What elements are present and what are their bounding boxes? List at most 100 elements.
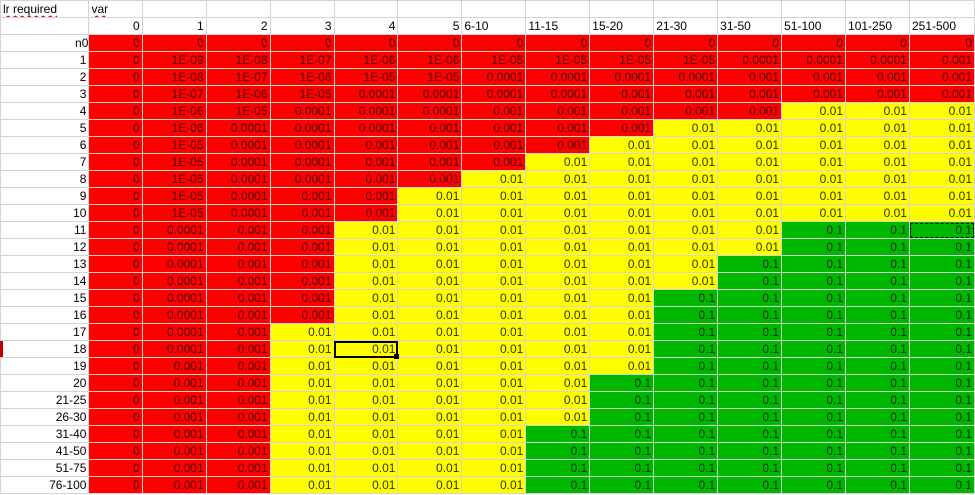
data-cell[interactable]: 0.001 (205, 459, 271, 477)
data-cell[interactable]: 0.0001 (653, 68, 719, 86)
data-cell[interactable]: 0.01 (589, 255, 655, 273)
data-cell[interactable]: 0.1 (717, 272, 783, 290)
data-cell[interactable]: 0.1 (908, 272, 975, 290)
data-cell[interactable]: 0.001 (908, 85, 975, 103)
data-cell[interactable]: 0.1 (908, 425, 975, 443)
data-cell[interactable]: 0 (845, 34, 910, 52)
data-cell[interactable]: 0 (88, 459, 143, 477)
row-label-cell[interactable]: 8 (0, 170, 90, 188)
data-cell[interactable]: 0.01 (717, 187, 783, 205)
data-cell[interactable]: 0.001 (269, 289, 335, 307)
data-cell[interactable]: 0.001 (269, 187, 335, 205)
data-cell[interactable]: 0.1 (908, 391, 975, 409)
data-cell[interactable]: 0.1 (653, 408, 719, 426)
data-cell[interactable]: 0 (88, 153, 143, 171)
data-cell[interactable]: 0.01 (589, 170, 655, 188)
data-cell[interactable]: 0.0001 (269, 136, 335, 154)
data-cell[interactable]: 0.01 (908, 136, 975, 154)
data-cell[interactable]: 0.1 (653, 442, 719, 460)
row-label-cell[interactable]: 6 (0, 136, 90, 154)
data-cell[interactable]: 0 (88, 34, 143, 52)
data-cell[interactable]: 0.01 (589, 187, 655, 205)
empty-cell[interactable] (205, 0, 271, 18)
data-cell[interactable]: 0.01 (461, 408, 527, 426)
data-cell[interactable]: 0.1 (908, 340, 975, 358)
data-cell[interactable]: 0.01 (333, 391, 399, 409)
data-cell[interactable]: 0.01 (525, 323, 591, 341)
data-cell[interactable]: 0.01 (908, 204, 975, 222)
data-cell[interactable]: 0 (589, 34, 655, 52)
data-cell[interactable]: 0.0001 (525, 68, 591, 86)
data-cell[interactable]: 0.1 (653, 357, 719, 375)
data-cell[interactable]: 0.01 (653, 153, 719, 171)
data-cell[interactable]: 0.1 (781, 221, 847, 239)
data-cell[interactable]: 0.1 (717, 476, 783, 494)
column-header-cell[interactable]: 2 (205, 17, 271, 35)
data-cell[interactable]: 0.1 (653, 323, 719, 341)
data-cell[interactable]: 0 (717, 34, 783, 52)
data-cell[interactable]: 1E-05 (205, 102, 271, 120)
data-cell[interactable]: 0.1 (653, 289, 719, 307)
data-cell[interactable]: 0.01 (908, 187, 975, 205)
row-label-cell[interactable]: 51-75 (0, 459, 90, 477)
data-cell[interactable]: 0.01 (461, 442, 527, 460)
data-cell[interactable]: 0.001 (205, 255, 271, 273)
data-cell[interactable]: 0 (525, 34, 591, 52)
data-cell[interactable]: 0.1 (589, 476, 655, 494)
data-cell[interactable]: 0.1 (653, 459, 719, 477)
data-cell[interactable]: 0.01 (781, 204, 847, 222)
data-cell[interactable]: 0.01 (589, 357, 655, 375)
data-cell[interactable]: 0.0001 (141, 255, 207, 273)
data-cell[interactable]: 0.01 (269, 459, 335, 477)
data-cell[interactable]: 0.01 (589, 221, 655, 239)
data-cell[interactable]: 0.0001 (269, 170, 335, 188)
data-cell[interactable]: 0.01 (461, 272, 527, 290)
data-cell[interactable]: 0.001 (141, 391, 207, 409)
column-header-cell[interactable]: 5 (397, 17, 463, 35)
empty-cell[interactable] (908, 0, 975, 18)
data-cell[interactable]: 0.001 (333, 187, 399, 205)
row-label-cell[interactable]: 14 (0, 272, 90, 290)
data-cell[interactable]: 0.01 (525, 187, 591, 205)
data-cell[interactable]: 0.1 (781, 272, 847, 290)
data-cell[interactable]: 0.001 (461, 153, 527, 171)
data-cell[interactable]: 0 (88, 187, 143, 205)
row-label-cell[interactable]: 4 (0, 102, 90, 120)
data-cell[interactable]: 0.0001 (205, 153, 271, 171)
data-cell[interactable]: 0.0001 (845, 51, 910, 69)
data-cell[interactable]: 0.01 (653, 221, 719, 239)
data-cell[interactable]: 0.1 (908, 357, 975, 375)
data-cell[interactable]: 0.01 (781, 153, 847, 171)
data-cell[interactable]: 0.0001 (141, 289, 207, 307)
data-cell[interactable]: 0.01 (525, 238, 591, 256)
data-cell[interactable]: 0.1 (717, 459, 783, 477)
data-cell[interactable]: 0.001 (525, 102, 591, 120)
data-cell[interactable]: 0.01 (269, 323, 335, 341)
data-cell[interactable]: 0.001 (717, 68, 783, 86)
data-cell[interactable]: 0.01 (589, 272, 655, 290)
empty-cell[interactable] (333, 0, 399, 18)
data-cell[interactable]: 0.01 (461, 204, 527, 222)
empty-cell[interactable] (589, 0, 655, 18)
data-cell[interactable]: 0.01 (589, 153, 655, 171)
data-cell[interactable]: 1E-05 (269, 85, 335, 103)
data-cell[interactable]: 0.01 (717, 238, 783, 256)
data-cell[interactable]: 0.01 (397, 306, 463, 324)
data-cell[interactable]: 1E-08 (205, 51, 271, 69)
data-cell[interactable]: 0 (653, 34, 719, 52)
data-cell[interactable]: 0.1 (908, 323, 975, 341)
data-cell[interactable]: 0.001 (525, 136, 591, 154)
data-cell[interactable]: 0.001 (205, 357, 271, 375)
data-cell[interactable]: 0 (88, 238, 143, 256)
var-label-cell[interactable]: var (88, 0, 143, 18)
empty-cell[interactable] (141, 0, 207, 18)
data-cell[interactable]: 0.1 (589, 442, 655, 460)
data-cell[interactable]: 0.001 (397, 170, 463, 188)
data-cell[interactable]: 0.01 (589, 323, 655, 341)
data-cell[interactable]: 0 (88, 357, 143, 375)
data-cell[interactable]: 0.1 (845, 272, 910, 290)
row-label-cell[interactable]: 19 (0, 357, 90, 375)
data-cell[interactable]: 0.01 (333, 289, 399, 307)
data-cell[interactable]: 0.01 (525, 306, 591, 324)
data-cell[interactable]: 0.001 (141, 425, 207, 443)
